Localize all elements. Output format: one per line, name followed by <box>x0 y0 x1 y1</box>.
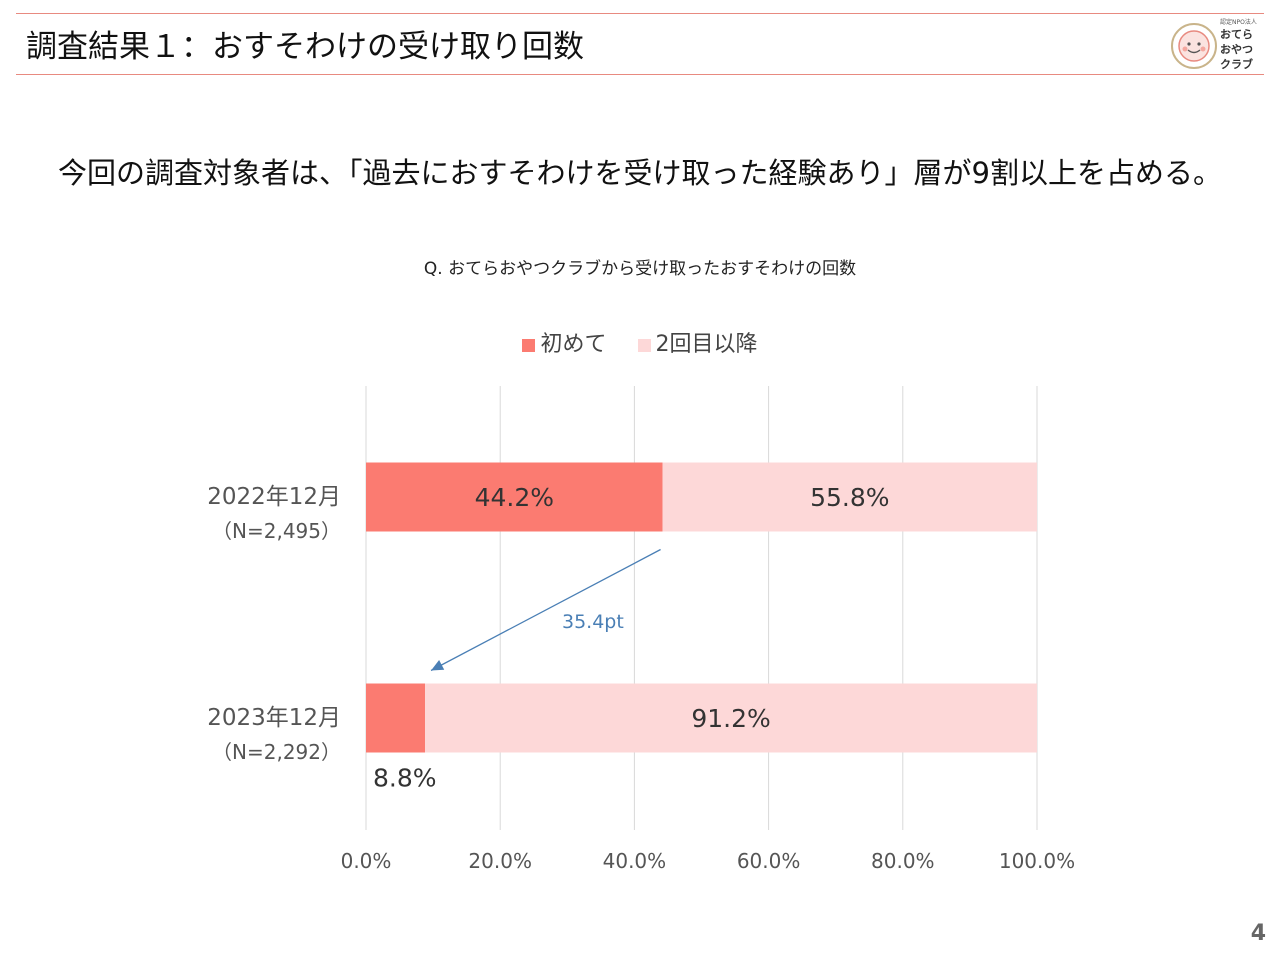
header-bottom-rule <box>16 74 1264 75</box>
logo-org-label: 認定NPO法人 <box>1220 19 1257 26</box>
chart-title: Q. おてらおやつクラブから受け取ったおすそわけの回数 <box>423 259 857 279</box>
annotation-arrow-line <box>430 548 661 672</box>
page-title: 調査結果１：おすそわけの受け取り回数 <box>26 29 584 65</box>
legend-label-repeat: 2回目以降 <box>655 332 758 357</box>
legend-item-repeat: 2回目以降 <box>637 330 758 360</box>
header-top-rule <box>16 13 1264 14</box>
bar-segment <box>366 683 426 753</box>
data-label: 91.2% <box>691 704 770 733</box>
logo-name-line3: クラブ <box>1220 58 1253 71</box>
x-tick-label: 80.0% <box>871 849 935 873</box>
category-sublabel: （N=2,292） <box>212 740 341 764</box>
data-label: 8.8% <box>373 764 437 793</box>
bar-segment <box>662 462 1037 532</box>
data-label: 44.2% <box>475 483 554 512</box>
organization-logo: 認定NPO法人 おてら おやつ クラブ <box>1170 18 1268 74</box>
logo-text: 認定NPO法人 おてら おやつ クラブ <box>1220 18 1268 72</box>
x-tick-label: 20.0% <box>468 849 532 873</box>
logo-name-line1: おてら <box>1220 28 1253 41</box>
logo-name-line2: おやつ <box>1220 43 1253 56</box>
bar-segment <box>366 462 663 532</box>
legend-item-first-time: 初めて <box>522 330 607 360</box>
data-label: 55.8% <box>810 483 889 512</box>
category-label: 2022年12月 <box>207 484 341 510</box>
smiling-face-icon <box>1171 23 1217 69</box>
page-number: 4 <box>1250 921 1266 946</box>
legend-label-first-time: 初めて <box>540 332 607 357</box>
category-label: 2023年12月 <box>207 705 341 731</box>
legend-swatch-first-time <box>522 338 536 352</box>
x-tick-label: 60.0% <box>737 849 801 873</box>
x-tick-label: 0.0% <box>341 849 392 873</box>
annotation-arrow-head <box>431 660 445 671</box>
annotation-label: 35.4pt <box>562 611 624 633</box>
chart-legend: 初めて 2回目以降 <box>0 330 1280 361</box>
headline: 今回の調査対象者は、「過去におすそわけを受け取った経験あり」層が9割以上を占める… <box>58 156 1222 190</box>
x-tick-label: 40.0% <box>603 849 667 873</box>
category-sublabel: （N=2,495） <box>212 519 341 543</box>
bar-segment <box>425 683 1038 753</box>
legend-swatch-repeat <box>637 338 651 352</box>
x-tick-label: 100.0% <box>999 849 1075 873</box>
